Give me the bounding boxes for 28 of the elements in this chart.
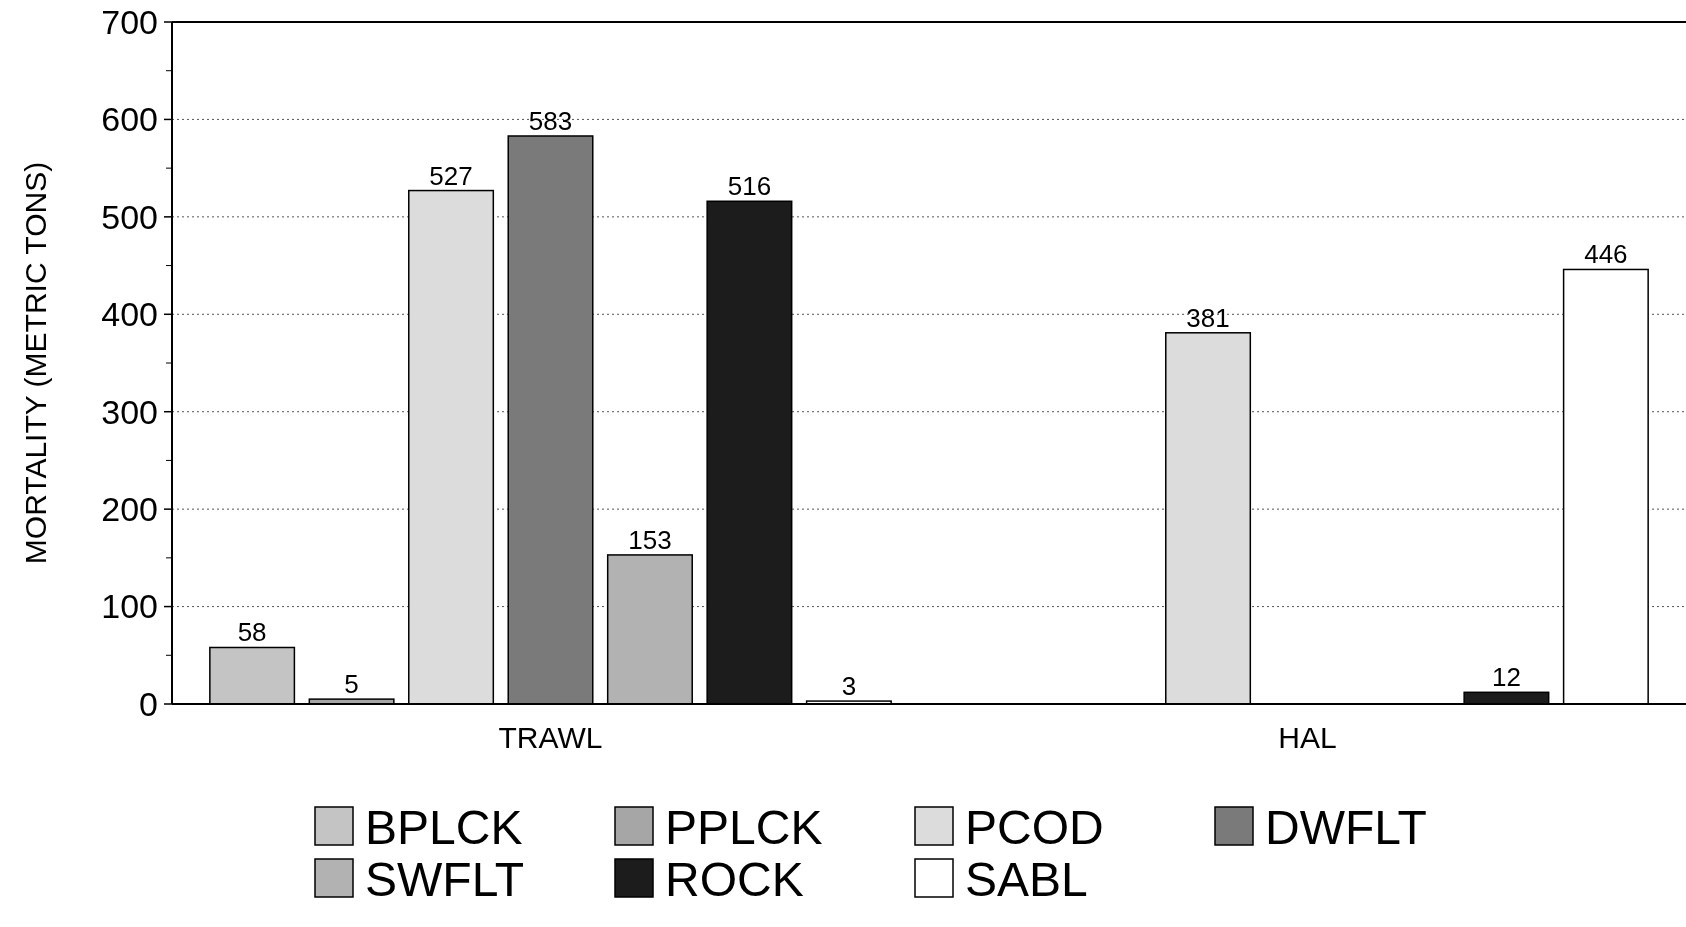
y-tick-label: 100 bbox=[101, 587, 158, 626]
y-tick-label: 0 bbox=[139, 684, 158, 723]
data-label: 3 bbox=[841, 671, 857, 702]
y-axis-title: MORTALITY (METRIC TONS) bbox=[19, 161, 52, 565]
legend-label: ROCK bbox=[665, 852, 804, 906]
legend-label: DWFLT bbox=[1265, 800, 1427, 854]
y-tick-label: 700 bbox=[101, 2, 158, 41]
data-label: 527 bbox=[429, 160, 473, 191]
data-label: 58 bbox=[237, 617, 267, 648]
data-label: 5 bbox=[344, 669, 359, 700]
legend-label: PPLCK bbox=[665, 800, 823, 854]
y-tick-label: 500 bbox=[101, 197, 158, 236]
data-label: 381 bbox=[1186, 302, 1230, 333]
legend-label: PCOD bbox=[965, 800, 1104, 854]
data-label: 516 bbox=[727, 171, 772, 202]
y-tick-label: 600 bbox=[101, 100, 158, 139]
data-label: 153 bbox=[628, 524, 672, 555]
y-tick-label: 200 bbox=[101, 490, 158, 529]
legend-label: SABL bbox=[965, 852, 1088, 906]
x-tick-label: HAL bbox=[1278, 721, 1337, 754]
data-label: 583 bbox=[528, 105, 573, 136]
y-tick-label: 300 bbox=[101, 392, 158, 431]
data-label: 12 bbox=[1491, 662, 1521, 693]
data-label: 446 bbox=[1584, 239, 1628, 270]
legend-label: BPLCK bbox=[365, 800, 523, 854]
y-tick-label: 400 bbox=[101, 295, 158, 334]
legend-label: SWFLT bbox=[365, 852, 525, 906]
x-tick-label: TRAWL bbox=[498, 721, 603, 754]
